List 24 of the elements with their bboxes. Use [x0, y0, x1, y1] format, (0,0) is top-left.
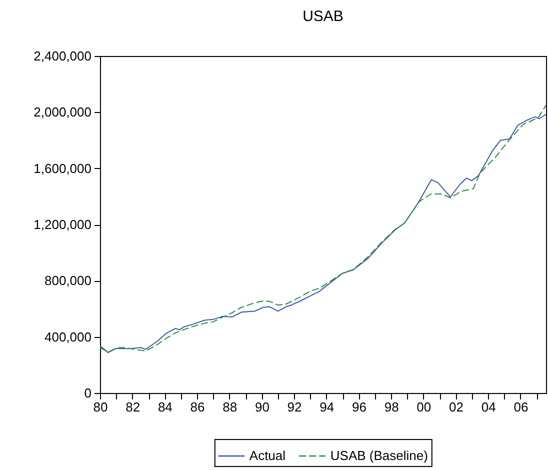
x-tick-label: 98: [384, 400, 399, 414]
x-tick-label: 80: [93, 400, 108, 414]
y-tick-label: 2,400,000: [34, 48, 92, 64]
y-tick-label: 1,600,000: [34, 160, 92, 176]
y-tick-label: 0: [84, 386, 92, 400]
y-tick-label: 2,000,000: [34, 104, 92, 120]
x-tick-label: 00: [416, 400, 432, 414]
x-tick-label: 88: [222, 400, 238, 414]
x-tick-label: 82: [126, 400, 140, 414]
y-tick-label: 800,000: [44, 273, 92, 288]
x-tick-label: 94: [320, 400, 334, 414]
y-tick-label: 400,000: [44, 329, 92, 344]
legend-label: USAB (Baseline): [330, 448, 428, 463]
x-tick-label: 92: [287, 400, 302, 414]
x-tick-label: 86: [190, 400, 205, 414]
x-tick-label: 96: [352, 400, 366, 414]
x-tick-label: 02: [449, 400, 464, 414]
x-tick-label: 04: [481, 400, 496, 414]
chart-title: USAB: [302, 8, 344, 25]
legend-label: Actual: [249, 448, 286, 463]
x-tick-label: 84: [158, 400, 172, 414]
x-tick-label: 06: [514, 400, 528, 414]
y-tick-label: 1,200,000: [34, 217, 92, 232]
x-tick-label: 90: [254, 400, 270, 414]
